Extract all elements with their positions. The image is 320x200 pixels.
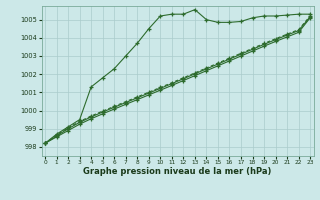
X-axis label: Graphe pression niveau de la mer (hPa): Graphe pression niveau de la mer (hPa) <box>84 167 272 176</box>
